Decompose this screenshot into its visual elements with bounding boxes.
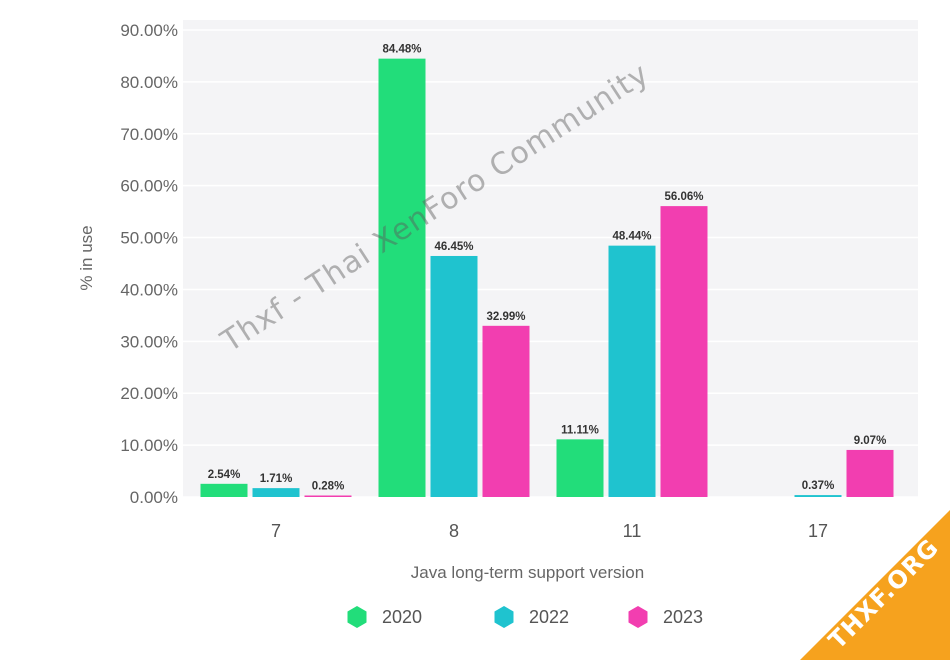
data-label: 46.45% [434,241,473,253]
bar [608,245,656,497]
data-label: 0.37% [802,480,835,492]
corner-badge[interactable]: THXF.ORG [800,510,950,660]
data-label: 2.54% [208,469,241,481]
bar [378,58,426,497]
legend-label: 2020 [382,607,422,627]
data-label: 11.11% [561,424,599,436]
y-tick-label: 40.00% [120,280,178,299]
data-label: 9.07% [854,435,887,447]
y-tick-label: 50.00% [120,229,178,248]
plot-background [183,20,918,497]
y-tick-label: 20.00% [120,384,178,403]
bar [304,495,352,497]
y-tick-label: 80.00% [120,73,178,92]
y-axis-title: % in use [77,225,96,290]
bar [482,325,530,497]
x-tick-label: 8 [449,521,459,541]
x-tick-label: 7 [271,521,281,541]
bar [794,495,842,497]
y-tick-label: 60.00% [120,177,178,196]
y-tick-label: 10.00% [120,436,178,455]
bar [846,449,894,497]
y-tick-label: 30.00% [120,332,178,351]
data-label: 84.48% [382,44,421,56]
bar [252,488,300,497]
data-label: 48.44% [612,231,651,243]
bar [200,483,248,497]
x-axis-title: Java long-term support version [411,563,644,582]
y-tick-label: 90.00% [120,21,178,40]
data-label: 1.71% [260,473,293,485]
x-tick-label: 11 [623,521,642,541]
bar [430,255,478,497]
data-label: 0.28% [312,481,345,493]
legend-label: 2023 [663,607,703,627]
data-label: 32.99% [486,311,525,323]
bar [556,439,604,497]
bar [660,206,708,497]
legend-label: 2022 [529,607,569,627]
legend-marker [494,606,514,628]
legend-marker [347,606,367,628]
y-tick-label: 70.00% [120,125,178,144]
legend-marker [628,606,648,628]
y-tick-label: 0.00% [130,488,178,507]
data-label: 56.06% [664,191,703,203]
